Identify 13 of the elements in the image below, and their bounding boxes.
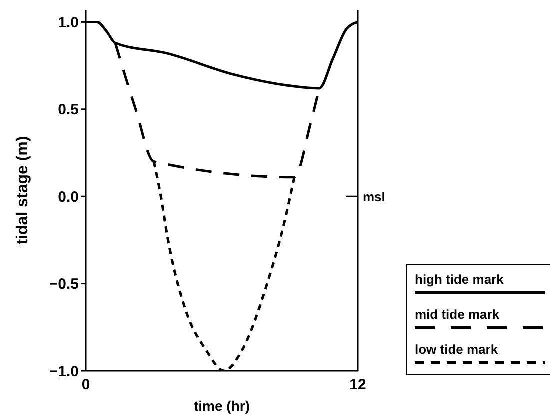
y-tick-label: −0.5 (49, 276, 79, 294)
text: high tide mark (415, 272, 505, 287)
text: mid tide mark (415, 307, 501, 322)
y-tick-label: 1.0 (58, 14, 79, 32)
x-tick-label: 12 (350, 376, 366, 394)
y-axis-title: tidal stage (m) (14, 136, 32, 245)
ref-line-label: msl (363, 190, 386, 205)
y-tick-label: 0.0 (58, 188, 79, 206)
text: low tide mark (415, 342, 500, 357)
y-tick-label: 0.5 (58, 102, 79, 119)
x-tick-label: 0 (82, 376, 90, 394)
y-tick-label: −1.0 (49, 363, 79, 380)
x-axis-title: time (hr) (194, 398, 250, 414)
